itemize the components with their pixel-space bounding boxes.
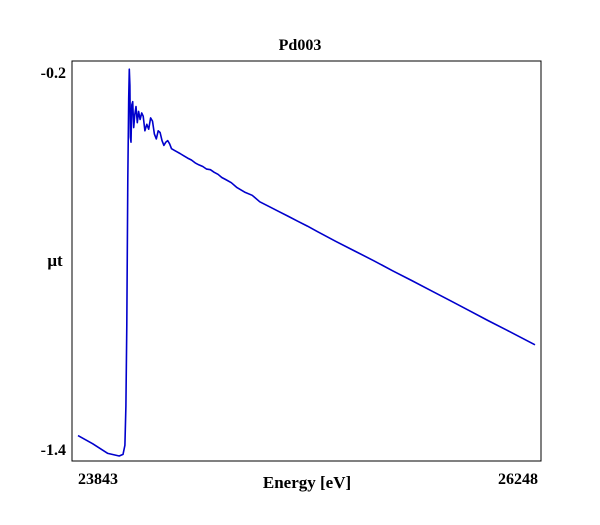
series-layer xyxy=(77,68,536,457)
x-tick-label-left: 23843 xyxy=(78,471,118,488)
chart-title: Pd003 xyxy=(279,37,322,54)
y-tick-label-bottom: -1.4 xyxy=(41,442,66,459)
series-line-0 xyxy=(77,68,536,457)
plot-frame xyxy=(71,60,542,462)
y-axis-label: μt xyxy=(47,251,63,270)
y-tick-label-top: -0.2 xyxy=(41,65,66,82)
x-axis-label: Energy [eV] xyxy=(263,473,351,492)
x-tick-label-right: 26248 xyxy=(498,471,538,488)
